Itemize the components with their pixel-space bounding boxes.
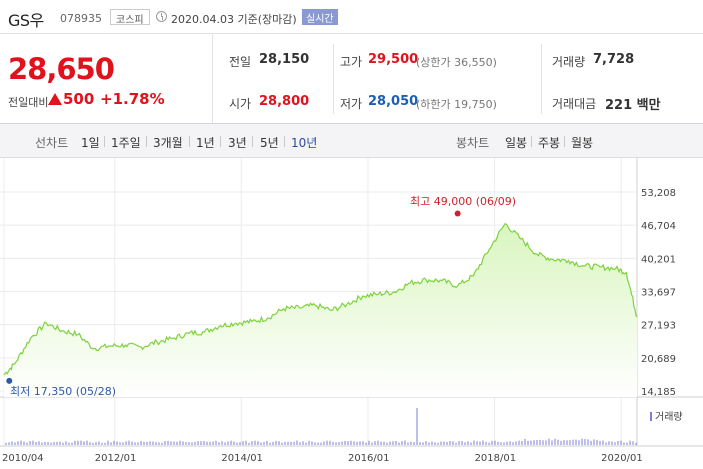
period-toolbar: 선차트 1일 1주일 3개월 1년 3년 5년 10년 봉차트 일봉 주봉 월봉 [0, 124, 703, 158]
volume-label: 거래량 [552, 55, 586, 69]
low-annotation: 최저 17,350 (05/28) [10, 385, 117, 398]
volume-value: 7,728 [593, 52, 635, 67]
x-tick-label: 2018/01 [475, 453, 517, 464]
y-tick-label: 46,704 [641, 221, 676, 232]
period-10y[interactable]: 10년 [291, 136, 318, 150]
y-tick-label: 14,185 [641, 387, 676, 398]
divider [541, 44, 542, 114]
x-tick-label: 2010/04 [2, 453, 44, 464]
change-label: 전일대비 [8, 96, 49, 109]
y-tick-label: 20,689 [641, 354, 676, 365]
period-1w[interactable]: 1주일 [111, 136, 141, 150]
stock-header: GS우 078935 코스피 2020.04.03 기준(장마감) 실시간 [0, 0, 703, 34]
period-3y[interactable]: 3년 [228, 136, 247, 150]
y-tick-label: 33,697 [641, 288, 676, 299]
prev-close-value: 28,150 [259, 52, 310, 67]
upper-limit: (상한가 36,550) [416, 56, 497, 69]
x-tick-label: 2012/01 [95, 453, 137, 464]
candle-weekly[interactable]: 주봉 [538, 136, 561, 150]
volume-legend: 거래량 [650, 408, 683, 423]
lower-limit: (하한가 19,750) [416, 98, 497, 111]
low-marker [6, 377, 13, 384]
period-3m[interactable]: 3개월 [153, 136, 183, 150]
quote-date: 2020.04.03 기준(장마감) [171, 13, 297, 26]
high-label: 고가 [340, 55, 363, 69]
up-arrow-icon [48, 93, 62, 105]
high-marker [454, 210, 461, 217]
line-chart-label: 선차트 [35, 136, 69, 150]
quote-panel: 28,650 전일대비 500 +1.78% 전일 28,150 시가 28,8… [0, 34, 703, 124]
open-value: 28,800 [259, 94, 310, 109]
series-area [4, 223, 637, 397]
candle-monthly[interactable]: 월봉 [571, 136, 594, 150]
prev-close-label: 전일 [229, 55, 252, 69]
high-annotation: 최고 49,000 (06/09) [410, 195, 517, 208]
current-price: 28,650 [8, 52, 115, 86]
x-tick-label: 2020/01 [601, 453, 643, 464]
high-value: 29,500 [368, 52, 419, 67]
trade-value-label: 거래대금 [552, 97, 597, 111]
clock-icon [156, 11, 167, 22]
divider [333, 44, 334, 114]
realtime-button[interactable]: 실시간 [302, 9, 338, 25]
open-label: 시가 [229, 97, 252, 111]
low-value: 28,050 [368, 94, 419, 109]
y-tick-label: 53,208 [641, 188, 676, 199]
change-percent: +1.78% [100, 90, 165, 108]
y-tick-label: 27,193 [641, 321, 676, 332]
trade-value: 221 백만 [605, 98, 661, 113]
market-badge: 코스피 [110, 9, 150, 26]
low-label: 저가 [340, 97, 363, 111]
series-line [3, 222, 638, 376]
candle-chart-label: 봉차트 [456, 136, 490, 150]
price-chart: 53,208 46,704 40,201 33,697 27,193 20,689 14,1… [0, 158, 703, 464]
current-price-block: 28,650 전일대비 500 +1.78% [0, 34, 213, 123]
candle-daily[interactable]: 일봉 [505, 136, 528, 150]
stock-name[interactable]: GS우 [8, 11, 44, 30]
period-1d[interactable]: 1일 [81, 136, 100, 150]
period-1y[interactable]: 1년 [196, 136, 215, 150]
y-tick-label: 40,201 [641, 254, 676, 265]
x-tick-label: 2014/01 [221, 453, 263, 464]
period-5y[interactable]: 5년 [260, 136, 279, 150]
stock-code: 078935 [60, 12, 102, 25]
change-value: 500 [63, 90, 95, 108]
x-tick-label: 2016/01 [348, 453, 390, 464]
